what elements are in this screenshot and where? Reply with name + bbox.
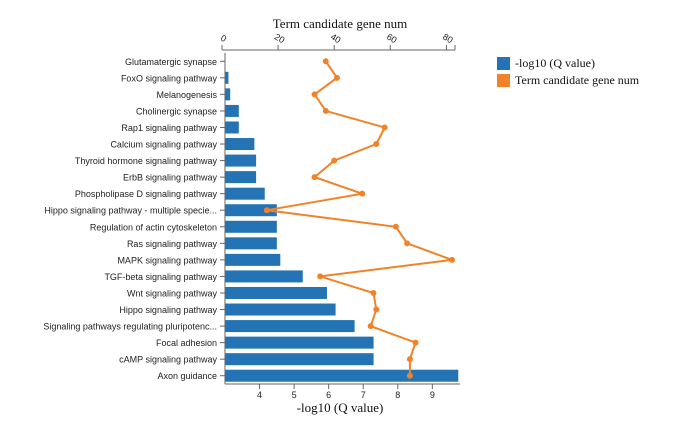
gene-num-point-3 (322, 107, 329, 114)
category-label: Regulation of actin cytoskeleton (90, 222, 217, 232)
category-label: Cholinergic synapse (136, 106, 217, 116)
bar-19 (225, 369, 459, 382)
gene-num-point-19 (406, 372, 413, 379)
gene-num-point-4 (381, 124, 388, 131)
gene-num-point-14 (370, 289, 377, 296)
x-tick-label: 9 (430, 390, 435, 400)
category-label: Thyroid hormone signaling pathway (75, 156, 218, 166)
bar-8 (225, 187, 265, 200)
category-label: Focal adhesion (156, 338, 217, 348)
category-label: Ras signaling pathway (127, 239, 218, 249)
category-label: Axon guidance (157, 371, 217, 381)
category-label: FoxO signaling pathway (121, 73, 218, 83)
gene-num-point-10 (392, 223, 399, 230)
x2-tick-label: 60 (385, 32, 399, 46)
category-label: Phospholipase D signaling pathway (75, 189, 218, 199)
bar-9 (225, 204, 277, 217)
category-label: cAMP signaling pathway (119, 355, 217, 365)
gene-num-point-9 (263, 207, 270, 214)
category-label: Rap1 signaling pathway (121, 123, 217, 133)
gene-num-point-5 (373, 141, 380, 148)
top-axis-title: Term candidate gene num (272, 16, 408, 31)
gene-num-point-11 (404, 240, 411, 247)
legend-label-bar: -log10 (Q value) (515, 56, 595, 70)
gene-num-point-17 (412, 339, 419, 346)
bar-4 (225, 121, 239, 134)
legend-item-bar[interactable]: -log10 (Q value) (497, 55, 639, 72)
bar-10 (225, 220, 277, 233)
bar-13 (225, 270, 303, 283)
gene-num-point-12 (449, 256, 455, 263)
x2-tick-label: 20 (273, 32, 287, 46)
legend-swatch-line (497, 74, 510, 87)
x-tick-label: 5 (292, 390, 297, 400)
bar-1 (225, 71, 229, 84)
bar-17 (225, 336, 374, 349)
category-label: MAPK signaling pathway (117, 255, 217, 265)
category-label: Hippo signaling pathway (119, 305, 217, 315)
bar-18 (225, 353, 374, 366)
category-label: Melanogenesis (156, 90, 217, 100)
bar-2 (225, 88, 231, 101)
legend-swatch-bar (497, 57, 510, 70)
x2-tick-label: 40 (329, 32, 343, 46)
gene-num-point-1 (334, 74, 340, 81)
gene-num-point-16 (367, 323, 374, 330)
gene-num-point-15 (373, 306, 380, 313)
gene-num-point-18 (406, 356, 413, 363)
x-tick-label: 6 (326, 390, 331, 400)
bar-7 (225, 171, 257, 184)
category-label: Glutamatergic synapse (125, 57, 217, 67)
gene-num-point-13 (317, 273, 324, 280)
gene-num-point-7 (311, 174, 318, 181)
bar-6 (225, 154, 257, 167)
category-label: Calcium signaling pathway (110, 140, 217, 150)
category-label: Signaling pathways regulating pluripoten… (43, 322, 217, 332)
legend-label-line: Term candidate gene num (515, 73, 640, 87)
bar-16 (225, 320, 355, 333)
bar-15 (225, 303, 336, 316)
bar-3 (225, 104, 239, 117)
x-tick-label: 4 (257, 390, 262, 400)
x2-tick-label: 0 (219, 33, 228, 44)
legend: -log10 (Q value) Term candidate gene num (497, 55, 639, 89)
bar-11 (225, 237, 277, 250)
bar-5 (225, 138, 255, 151)
bar-12 (225, 253, 281, 266)
bar-14 (225, 286, 327, 299)
category-label: Hippo signaling pathway - multiple speci… (44, 206, 217, 216)
gene-num-point-6 (331, 157, 338, 164)
gene-num-point-8 (359, 190, 366, 197)
gene-num-point-2 (311, 91, 318, 98)
x-axis-title: -log10 (Q value) (296, 400, 384, 415)
x2-tick-label: 80 (441, 32, 455, 46)
legend-item-line[interactable]: Term candidate gene num (497, 72, 639, 89)
category-label: TGF-beta signaling pathway (104, 272, 217, 282)
x-tick-label: 8 (395, 390, 400, 400)
category-label: Wnt signaling pathway (127, 288, 218, 298)
x-tick-label: 7 (361, 390, 366, 400)
category-label: ErbB signaling pathway (123, 173, 218, 183)
gene-num-point-0 (322, 58, 329, 65)
